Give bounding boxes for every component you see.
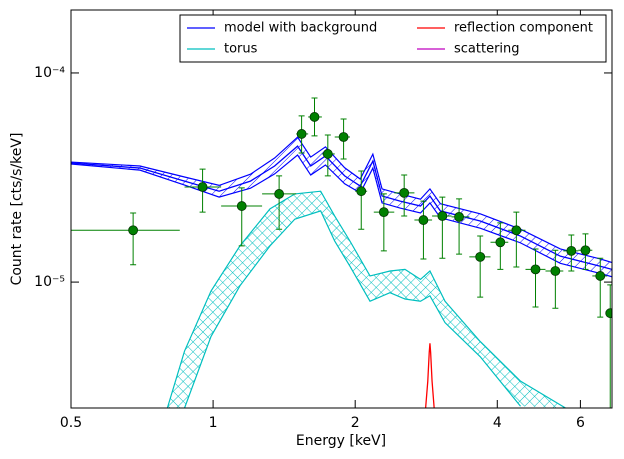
data-point	[399, 187, 410, 198]
legend-box	[179, 14, 607, 63]
band-hatch	[167, 191, 566, 408]
y-error-bar	[513, 211, 520, 268]
x-tick-label: 6	[576, 415, 585, 431]
data-point	[437, 211, 448, 221]
axes-frame	[70, 9, 613, 409]
data-point	[197, 182, 208, 192]
y-error-bar	[380, 193, 387, 252]
y-error-bar	[607, 284, 612, 408]
data-point	[309, 112, 320, 122]
data-point	[418, 215, 429, 225]
y-error-bar	[420, 200, 427, 260]
data-point	[566, 245, 577, 256]
data-point	[495, 237, 506, 248]
data-point	[274, 189, 285, 199]
data-point	[580, 245, 591, 256]
data-point	[236, 201, 247, 211]
axes: 0.5 1 2 4 6 10⁻⁵ 10⁻⁴	[34, 10, 612, 431]
y-error-bar	[597, 257, 604, 318]
y-error-bar	[552, 249, 559, 309]
data-point	[128, 225, 139, 236]
series-line	[424, 343, 435, 408]
data-point	[550, 266, 561, 276]
band-edge	[166, 190, 566, 408]
data-point	[338, 132, 349, 142]
data-point	[356, 186, 367, 197]
data-point	[605, 308, 612, 319]
data-point	[595, 271, 606, 281]
data-point	[378, 207, 389, 218]
data-point	[530, 264, 541, 275]
y-axis-label: Count rate [cts/s/keV]	[9, 133, 25, 286]
y-error-bar	[358, 170, 365, 230]
y-tick-label: 10⁻⁵	[34, 274, 65, 290]
y-error-bar	[238, 187, 245, 247]
legend-label: scattering	[454, 42, 520, 57]
y-error-bar	[130, 212, 137, 266]
band-edge	[183, 210, 521, 408]
x-tick-label: 1	[209, 415, 218, 431]
legend-label: torus	[224, 42, 258, 57]
legend-label: model with background	[224, 21, 377, 36]
x-tick-label: 4	[493, 415, 502, 431]
data-point	[296, 129, 307, 139]
y-error-bar	[477, 235, 484, 298]
y-error-bar	[276, 175, 283, 230]
y-error-bar	[532, 248, 539, 308]
legend-label: reflection component	[454, 21, 593, 36]
x-axis-label: Energy [keV]	[296, 433, 386, 449]
y-error-bar	[456, 198, 463, 255]
data-point	[322, 149, 333, 159]
y-tick-label: 10⁻⁴	[34, 65, 65, 81]
plot-area	[71, 97, 612, 408]
data-point	[511, 225, 522, 236]
band-edge	[71, 136, 612, 264]
legend: model with background torus reflection com…	[179, 14, 607, 63]
y-error-bar	[439, 196, 446, 259]
x-tick-label: 2	[351, 415, 360, 431]
data-point	[475, 251, 486, 262]
data-point	[454, 211, 464, 222]
x-tick-label: 0.5	[60, 415, 82, 431]
